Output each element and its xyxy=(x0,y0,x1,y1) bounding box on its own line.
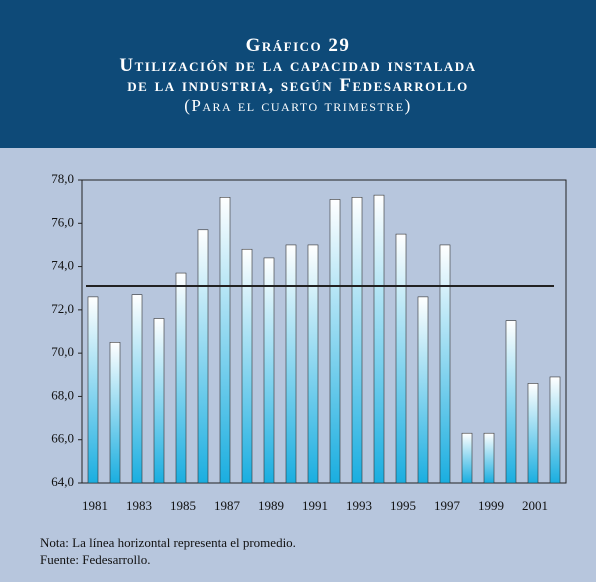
bar xyxy=(175,272,187,484)
chart: 64,0 66,0 68,0 70,0 72,0 74,0 76,0 78,0 1981 1983… xyxy=(51,171,567,513)
y-tick-label: 72,0 xyxy=(51,301,74,316)
bar xyxy=(263,257,275,484)
header: Gráfico 29 Utilización de la capacidad i… xyxy=(0,0,596,148)
bar xyxy=(373,194,385,484)
note: Fuente: Fedesarrollo. xyxy=(40,552,151,567)
subtitle: (Para el cuarto trimestre) xyxy=(184,96,412,115)
x-tick-label: 1987 xyxy=(214,498,241,513)
x-tick-label: 1999 xyxy=(478,498,504,513)
y-tick-label: 66,0 xyxy=(51,431,74,446)
y-tick-label: 78,0 xyxy=(51,171,74,186)
x-tick-label: 1981 xyxy=(82,498,108,513)
y-tick-label: 70,0 xyxy=(51,344,74,359)
title: de la industria, según Fedesarrollo xyxy=(127,75,469,96)
bar xyxy=(461,432,473,484)
x-tick-label: 1995 xyxy=(390,498,416,513)
bar xyxy=(351,197,363,484)
bar xyxy=(307,244,319,484)
bar xyxy=(285,244,297,484)
bar xyxy=(197,229,209,484)
bar xyxy=(483,432,495,484)
x-tick-label: 1991 xyxy=(302,498,328,513)
bar xyxy=(527,383,539,484)
bar xyxy=(505,320,517,484)
title: Gráfico 29 xyxy=(245,35,351,56)
y-tick-label: 64,0 xyxy=(51,474,74,489)
bar xyxy=(417,296,429,484)
bar xyxy=(219,197,231,484)
plot-frame xyxy=(81,179,567,484)
note: Nota: La línea horizontal representa el … xyxy=(40,535,296,550)
x-tick-label: 1985 xyxy=(170,498,196,513)
y-tick-label: 74,0 xyxy=(51,258,74,273)
bar xyxy=(109,342,121,484)
bar xyxy=(549,376,561,484)
bar xyxy=(153,318,165,484)
x-tick-label: 1983 xyxy=(126,498,152,513)
x-tick-label: 2001 xyxy=(522,498,548,513)
bar xyxy=(439,244,451,484)
bar xyxy=(131,294,143,484)
y-tick-label: 68,0 xyxy=(51,387,74,402)
bar xyxy=(329,199,341,484)
bar xyxy=(87,296,99,484)
title: Utilización de la capacidad instalada xyxy=(119,55,477,76)
notes: Nota: La línea horizontal representa el … xyxy=(40,534,296,568)
x-tick-label: 1993 xyxy=(346,498,372,513)
x-tick-label: 1997 xyxy=(434,498,461,513)
bar xyxy=(241,248,253,484)
bar xyxy=(395,233,407,484)
y-tick-label: 76,0 xyxy=(51,214,74,229)
x-tick-label: 1989 xyxy=(258,498,284,513)
